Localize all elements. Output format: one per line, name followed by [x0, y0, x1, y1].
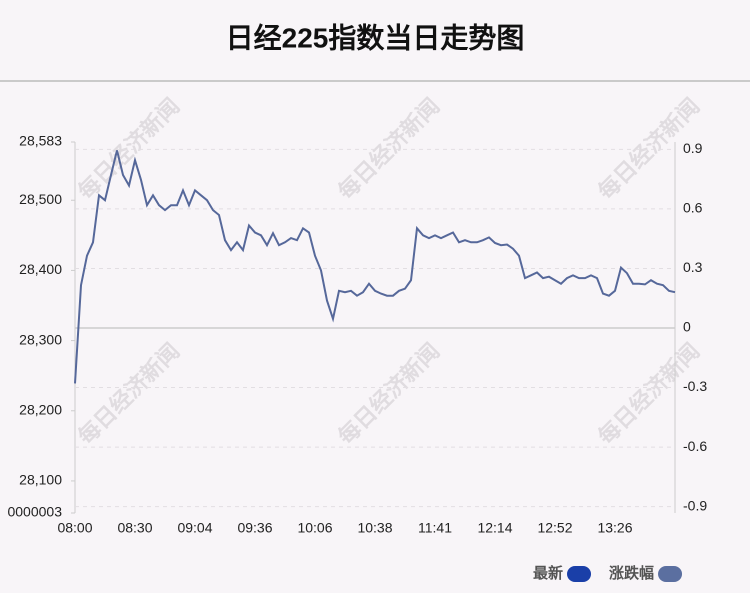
y-tick-label: 28,200 [19, 401, 62, 417]
y2-tick-label: -0.9 [683, 497, 707, 513]
legend-swatch [567, 566, 592, 582]
y-tick-label: 28,300 [19, 331, 62, 347]
x-tick-label: 12:52 [537, 520, 572, 536]
y-tick-label: 28,583 [19, 133, 62, 149]
y-tick-label: 28,100 [19, 472, 62, 488]
chart-title: 日经225指数当日走势图 [226, 21, 525, 53]
y-tick-label: 0000003 [7, 504, 62, 520]
legend-swatch [658, 566, 683, 582]
x-tick-label: 09:36 [237, 520, 272, 536]
x-tick-label: 10:38 [357, 520, 392, 536]
x-tick-label: 08:00 [57, 520, 92, 536]
x-tick-label: 08:30 [117, 520, 152, 536]
y-tick-label: 28,500 [19, 191, 62, 207]
price-line [74, 150, 676, 384]
y2-tick-label: 0 [683, 319, 691, 335]
y2-tick-label: -0.3 [683, 378, 707, 394]
x-tick-label: 11:41 [418, 520, 452, 536]
y2-tick-label: 0.3 [683, 259, 703, 275]
legend-label: 最新 [533, 564, 563, 582]
y2-tick-label: 0.6 [683, 200, 703, 216]
y2-tick-label: 0.9 [683, 140, 703, 156]
x-tick-label: 12:14 [477, 520, 512, 536]
x-tick-label: 10:06 [297, 520, 332, 536]
legend-label: 涨跌幅 [609, 564, 654, 582]
y2-tick-label: -0.6 [683, 438, 707, 454]
x-tick-label: 09:04 [177, 520, 212, 536]
x-tick-label: 13:26 [597, 520, 632, 536]
y-tick-label: 28,400 [19, 261, 62, 277]
